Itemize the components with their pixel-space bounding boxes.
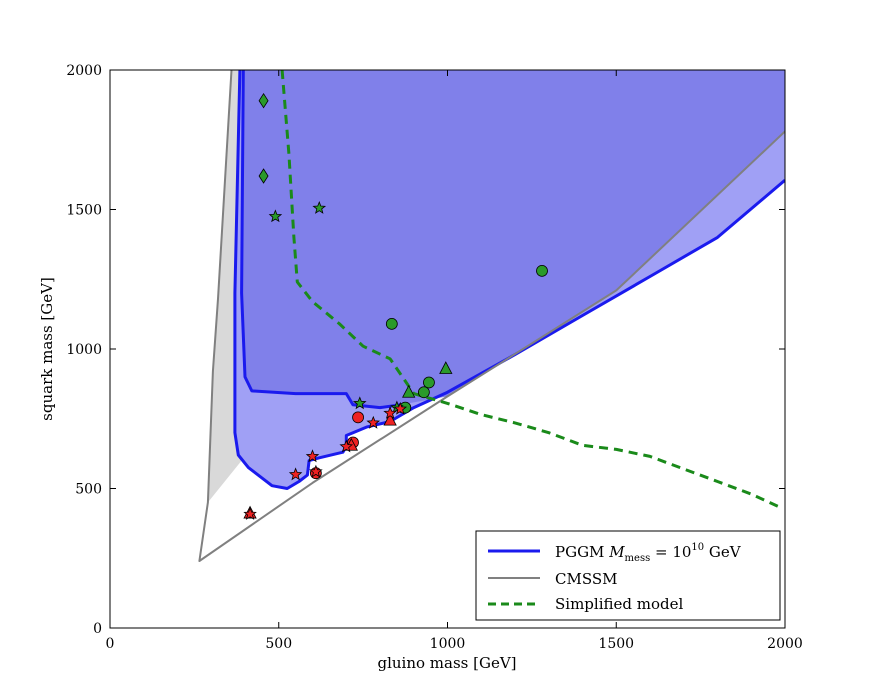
x-tick-label: 1000 (430, 636, 466, 652)
marker-red-star (305, 449, 320, 463)
y-axis-label: squark mass [GeV] (38, 277, 56, 421)
y-tick-label: 0 (93, 621, 102, 637)
legend-box (475, 530, 781, 621)
series-line-cmssm (198, 70, 785, 562)
marker-green-diamond (258, 168, 269, 184)
tick-layer: 0 500 1000 1500 2000 0 500 1000 1500 2000 (66, 63, 802, 652)
marker-green-circle (536, 264, 548, 277)
marker-red-circle (352, 411, 364, 424)
pggm-excluded-fill-dark (241, 70, 785, 408)
marker-red-star (366, 415, 381, 429)
marker-red-star (383, 406, 397, 419)
y-tick-label: 2000 (66, 63, 102, 79)
marker-green-diamond (258, 92, 269, 109)
marker-red-star (243, 507, 257, 520)
y-tick-label: 1000 (66, 342, 102, 358)
marker-green-star (312, 201, 327, 214)
y-tick-label: 1500 (66, 203, 102, 219)
legend-label-cmssm: CMSSM (555, 570, 617, 588)
marker-green-triangle (402, 384, 416, 398)
x-axis-label: gluino mass [GeV] (377, 654, 516, 672)
x-tick-label: 0 (106, 636, 115, 652)
marker-green-circle (417, 386, 430, 399)
x-tick-label: 1500 (598, 636, 634, 652)
marker-green-triangle (439, 361, 453, 374)
marker-red-triangle (383, 412, 397, 426)
x-tick-label: 500 (265, 636, 292, 652)
marker-green-star (268, 209, 283, 223)
legend-label-simplified: Simplified model (555, 595, 683, 613)
marker-green-circle (385, 317, 398, 330)
marker-green-star (352, 396, 367, 410)
legend-label-pggm: PGGM Mmess = 1010 GeV (555, 542, 742, 564)
marker-red-star (309, 464, 323, 478)
x-tick-label: 2000 (767, 636, 803, 652)
marker-green-circle (423, 376, 435, 389)
series-line-pggm_upper (240, 70, 401, 410)
y-tick-label: 500 (75, 482, 102, 498)
marker-red-star (288, 467, 303, 481)
marker-red-star (339, 439, 354, 453)
marker-red-star (393, 401, 408, 415)
series-line-simplified (280, 70, 783, 510)
marker-layer (243, 92, 548, 520)
legend: PGGM Mmess = 1010 GeV CMSSM Simplified m… (475, 530, 781, 621)
